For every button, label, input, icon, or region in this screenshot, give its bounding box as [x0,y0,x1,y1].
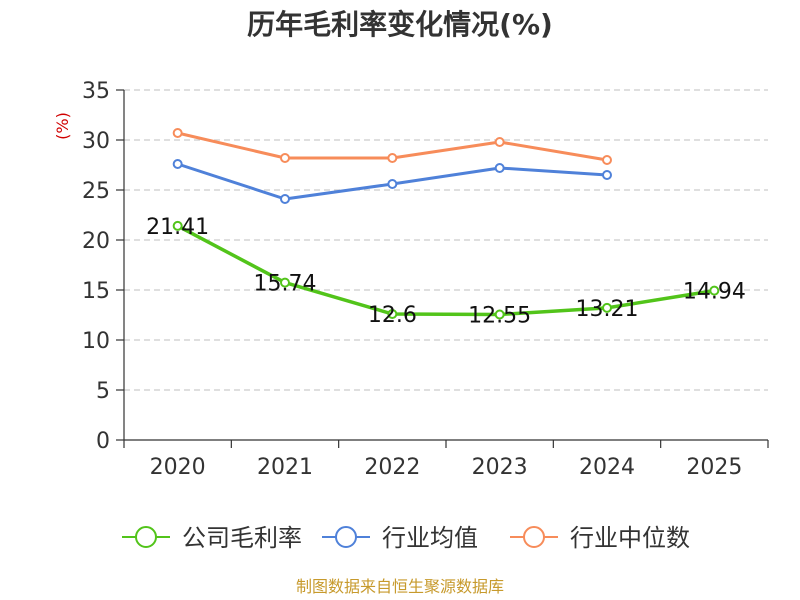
data-point [387,179,398,189]
x-tick-label: 2020 [150,455,206,480]
data-point [280,277,290,288]
source-note: 制图数据来自恒生聚源数据库 [296,577,504,596]
x-tick-label: 2025 [686,455,742,480]
data-label: 14.94 [683,280,746,305]
legend-marker [523,526,545,548]
data-point [494,163,505,173]
y-tick-label: 10 [82,329,110,354]
data-label: 21.41 [146,215,209,240]
data-point [280,194,290,204]
legend-marker [335,526,357,548]
data-point [602,155,612,165]
series-line-0 [175,224,717,317]
legend-label: 公司毛利率 [182,524,302,552]
y-tick-label: 5 [96,379,110,404]
data-point [172,128,183,138]
data-label: 15.74 [254,272,317,297]
data-point [494,137,505,147]
x-tick-label: 2021 [257,455,313,480]
gridlines [124,89,768,391]
y-axis-label: (%) [53,112,72,140]
y-tick-label: 30 [82,129,110,154]
data-point [602,302,612,313]
data-point [280,153,290,163]
y-tick-label: 25 [82,179,110,204]
chart-title: 历年毛利率变化情况(%) [247,8,553,41]
x-tick-label: 2023 [472,455,528,480]
legend: 公司毛利率 行业均值 行业中位数 [122,524,690,552]
x-tick-label: 2024 [579,455,635,480]
legend-label: 行业均值 [382,524,478,552]
data-point [602,170,612,180]
x-axis-ticks: 2020 2021 2022 2023 2024 2025 [123,440,769,480]
data-point [387,153,398,163]
data-point [172,159,183,169]
data-labels-layer: 21.41 15.74 12.6 12.55 13.21 14.94 [146,215,746,329]
legend-label: 行业中位数 [570,524,690,552]
data-point [387,309,398,319]
legend-marker [135,526,157,548]
x-tick-label: 2022 [364,455,420,480]
data-label: 12.55 [468,304,531,329]
data-label: 13.21 [576,297,639,322]
data-point [494,309,505,320]
y-tick-label: 15 [82,279,110,304]
data-label: 12.6 [368,303,417,328]
data-point [172,220,183,231]
series-layer [172,128,720,320]
y-tick-label: 0 [96,429,110,454]
y-tick-label: 20 [82,229,110,254]
y-tick-label: 35 [82,79,110,104]
data-point [709,285,720,296]
y-axis-ticks: 0 5 10 15 20 25 30 35 [82,79,124,454]
